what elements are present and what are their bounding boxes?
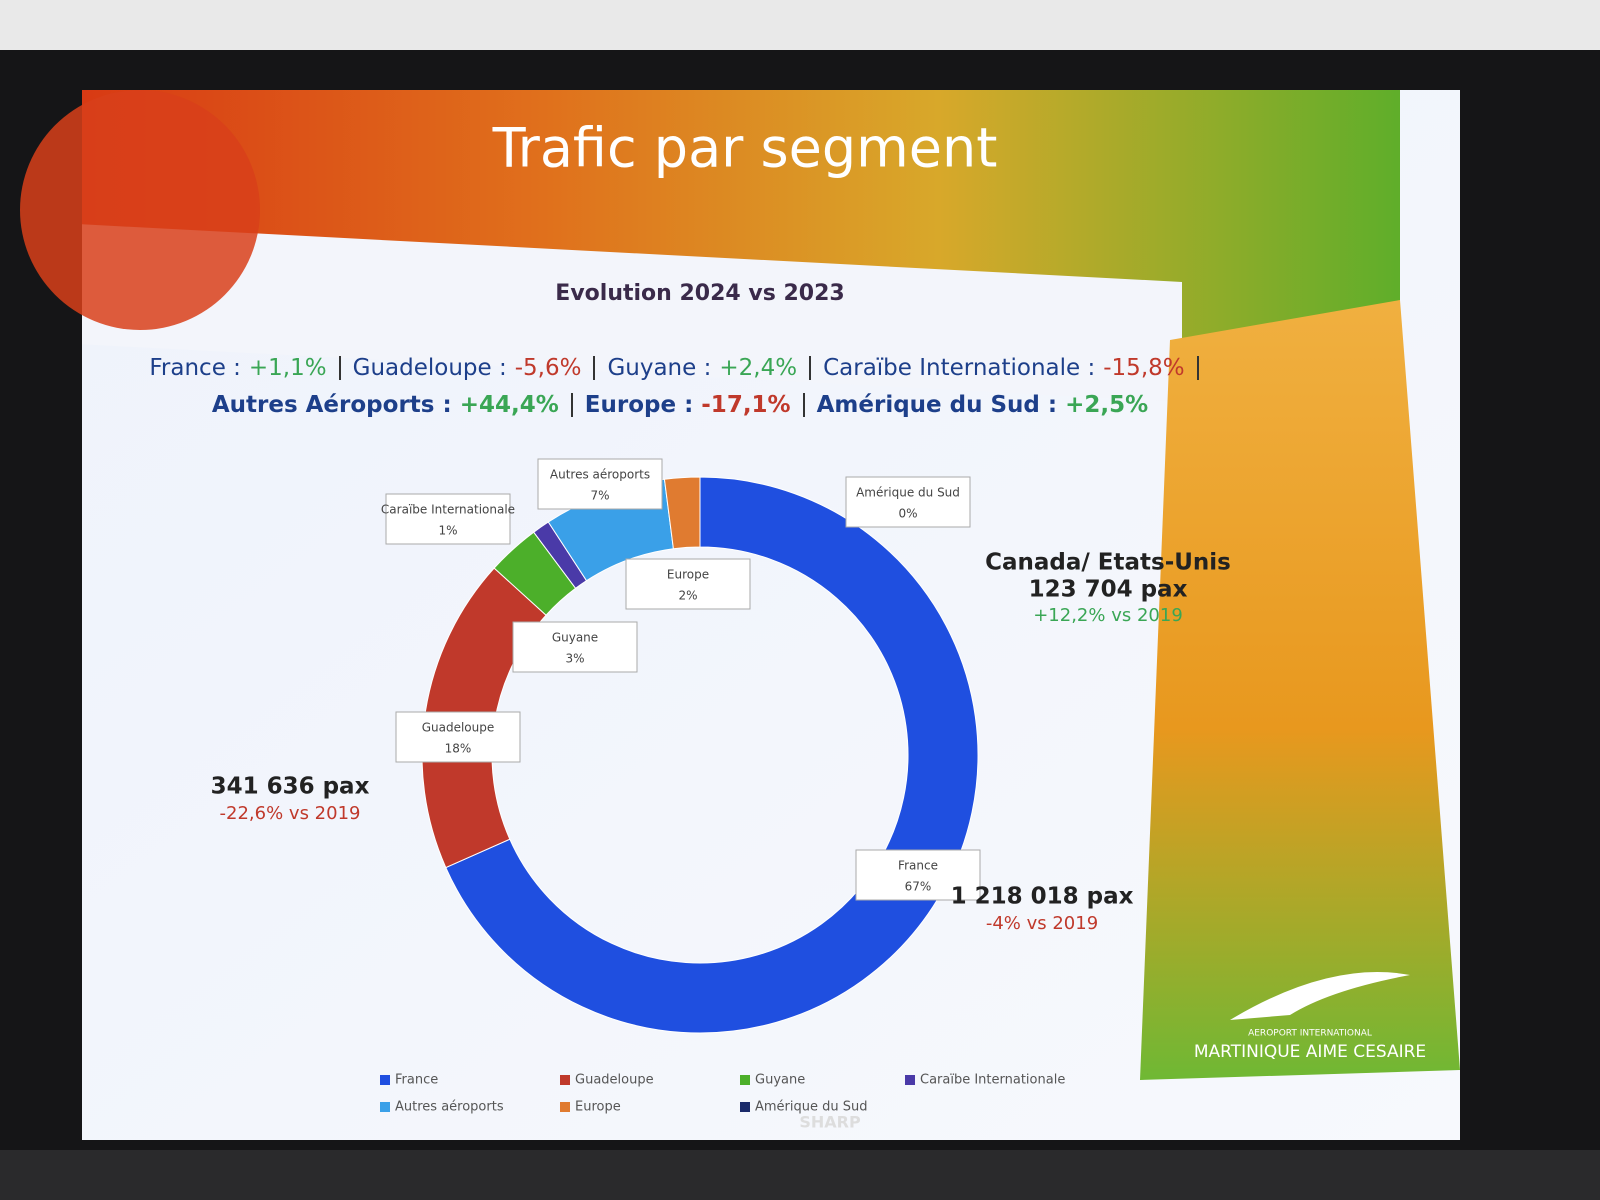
legend-label: Amérique du Sud: [755, 1100, 868, 1115]
slice-label-box: [855, 849, 981, 901]
segment-change: -5,6%: [514, 355, 582, 381]
annotation: -22,6% vs 2019: [220, 803, 361, 824]
separator: [1196, 356, 1199, 380]
separator: [570, 393, 573, 417]
annotation: 123 704 pax: [1029, 577, 1188, 603]
legend-swatch: [740, 1102, 750, 1112]
slice-label: Caraïbe Internationale 1%: [381, 493, 515, 545]
slice-label-box: [395, 711, 521, 763]
legend-swatch: [380, 1102, 390, 1112]
legend-swatch: [380, 1075, 390, 1085]
evolution-row: Autres Aéroports : +44,4% Europe : -17,1% Am…: [100, 392, 1260, 418]
wall: [0, 0, 1600, 50]
slice-label-value: 67%: [905, 880, 932, 894]
segment-change: +1,1%: [248, 355, 327, 381]
side-panel: [1140, 300, 1460, 1080]
chart-title: Trafic par segment: [492, 117, 998, 180]
slice-label-value: 1%: [438, 524, 457, 538]
segment-label: Amérique du Sud :: [816, 392, 1058, 418]
annotation: +12,2% vs 2019: [1033, 605, 1183, 626]
slice-label-value: 7%: [590, 489, 609, 503]
slice-label: Amérique du Sud 0%: [845, 476, 971, 528]
slice-label: Guadeloupe 18%: [395, 711, 521, 763]
logo-line1: AEROPORT INTERNATIONAL: [1248, 1029, 1372, 1039]
legend-label: Autres aéroports: [395, 1100, 504, 1115]
bezel-brand: SHARP: [799, 1113, 861, 1132]
slice-label-value: 2%: [678, 589, 697, 603]
slice-label-name: Caraïbe Internationale: [381, 503, 515, 517]
slice-label-name: Europe: [667, 568, 709, 582]
legend-label: Guadeloupe: [575, 1073, 654, 1088]
annotation: 341 636 pax: [211, 774, 370, 800]
separator: [338, 356, 341, 380]
slice-label-value: 3%: [565, 652, 584, 666]
slice-label-name: Guyane: [552, 631, 598, 645]
segment-label: Europe :: [584, 392, 694, 418]
segment-change: +2,5%: [1065, 392, 1149, 418]
legend-swatch: [560, 1075, 570, 1085]
slice-label-name: Guadeloupe: [422, 721, 495, 735]
segment-label: Autres Aéroports :: [211, 392, 452, 418]
segment-change: +2,4%: [719, 355, 798, 381]
slice-label-box: [845, 476, 971, 528]
legend-swatch: [560, 1102, 570, 1112]
segment-change: -17,1%: [701, 392, 791, 418]
donut-slice: [445, 476, 979, 1034]
separator: [802, 393, 805, 417]
slice-label-name: France: [898, 859, 938, 873]
slice-label-box: [385, 493, 511, 545]
legend-swatch: [740, 1075, 750, 1085]
segment-label: Guyane :: [607, 355, 712, 381]
slice-label-value: 0%: [898, 507, 917, 521]
annotation: -4% vs 2019: [986, 913, 1098, 934]
legend-label: Guyane: [755, 1073, 805, 1088]
segment-change: -15,8%: [1103, 355, 1185, 381]
segment-label: Caraïbe Internationale :: [823, 355, 1096, 381]
slice-label: Autres aéroports 7%: [537, 458, 663, 510]
annotation: 1 218 018 pax: [951, 884, 1134, 910]
segment-change: +44,4%: [459, 392, 559, 418]
slice-label-box: [625, 558, 751, 610]
sun-decoration: [20, 90, 260, 330]
slice-label-name: Autres aéroports: [550, 468, 650, 482]
chart-subtitle: Evolution 2024 vs 2023: [555, 281, 844, 306]
slice-label-value: 18%: [445, 742, 472, 756]
legend-swatch: [905, 1075, 915, 1085]
slice-label-name: Amérique du Sud: [856, 486, 960, 500]
segment-label: Guadeloupe :: [352, 355, 507, 381]
separator: [593, 356, 596, 380]
slice-label: Guyane 3%: [512, 621, 638, 673]
legend-label: Europe: [575, 1100, 621, 1115]
header-curve: [82, 224, 1182, 402]
annotation: Canada/ Etats-Unis: [985, 550, 1231, 576]
segment-label: France :: [149, 355, 241, 381]
logo-mark: [1230, 972, 1410, 1020]
slice-label-box: [537, 458, 663, 510]
slice-label: Europe 2%: [625, 558, 751, 610]
logo-line2: MARTINIQUE AIME CESAIRE: [1194, 1042, 1426, 1062]
slice-label: France 67%: [855, 849, 981, 901]
legend-label: France: [395, 1073, 438, 1088]
separator: [809, 356, 812, 380]
legend-label: Caraïbe Internationale: [920, 1073, 1065, 1088]
slice-label-box: [512, 621, 638, 673]
evolution-row: France : +1,1% Guadeloupe : -5,6% Guyane : +2…: [100, 355, 1260, 381]
